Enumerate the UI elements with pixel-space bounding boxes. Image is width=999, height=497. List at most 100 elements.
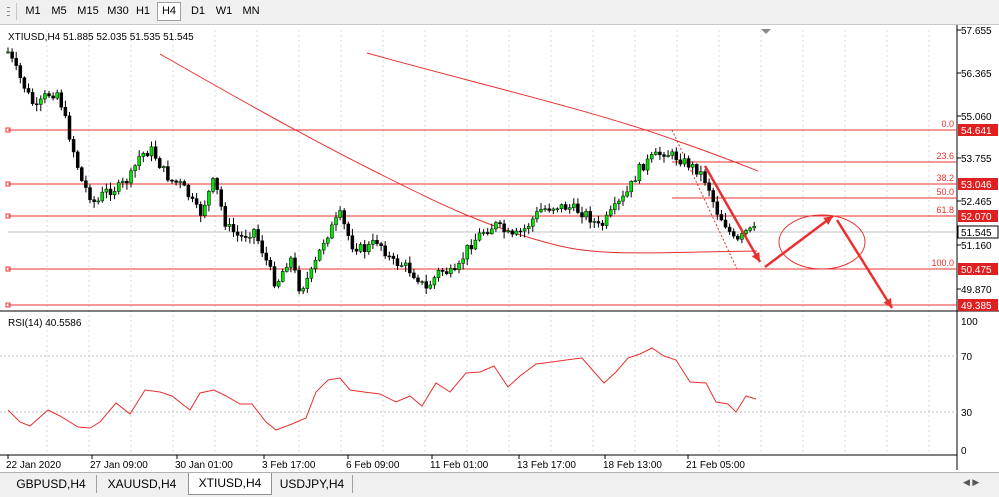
candle-body (477, 232, 482, 241)
price-tick-label: 55.060 (961, 112, 992, 123)
price-tick-label: 56.365 (961, 69, 992, 80)
candle-body (608, 209, 613, 216)
rsi-tick-label: 100 (961, 317, 978, 328)
candle-body (231, 224, 236, 233)
candle-body (584, 211, 588, 218)
candle-body (194, 198, 199, 205)
candle-body (6, 51, 10, 54)
candle-body (440, 269, 445, 272)
candle-body (47, 93, 51, 97)
symbol-tab-gbpusd-h4[interactable]: GBPUSD,H4 (6, 475, 97, 493)
candle-body (239, 235, 244, 237)
timeframe-button-m1[interactable]: M1 (25, 5, 41, 17)
price-tick-label: 49.870 (961, 285, 992, 296)
symbol-tab-xauusd-h4[interactable]: XAUUSD,H4 (96, 475, 189, 493)
candle-body (34, 103, 39, 106)
candle-body (215, 178, 219, 190)
candle-body (321, 242, 326, 251)
candle-body (637, 164, 642, 182)
fib-trend-line (671, 129, 738, 270)
candle-body (51, 95, 55, 99)
toolbar-grip-icon[interactable] (4, 3, 17, 20)
candle-body (572, 203, 576, 208)
candle-body (686, 158, 691, 168)
timeframe-button-mn[interactable]: MN (242, 5, 260, 17)
timeframe-button-h1[interactable]: H1 (135, 5, 151, 17)
candle-body (510, 230, 515, 235)
candle-body (71, 139, 76, 153)
candle-body (670, 151, 674, 156)
candle-body (719, 214, 724, 221)
price-tick-label: 51.160 (961, 241, 992, 252)
candle-body (26, 88, 31, 93)
candle-body (621, 195, 625, 202)
timeframe-button-d1[interactable]: D1 (190, 5, 206, 17)
candle-body (22, 77, 27, 89)
fib-level-label: 100.0 (931, 258, 954, 268)
candle-body (14, 58, 18, 66)
moving-average-fast (159, 53, 758, 254)
candle-body (711, 190, 715, 203)
tab-scroll-arrows-icon[interactable]: ◀ ▶ (963, 477, 980, 487)
candle-body (490, 228, 494, 234)
candle-body (707, 182, 711, 191)
candle-body (494, 222, 498, 230)
candle-body (457, 263, 461, 270)
timeframe-button-m30[interactable]: M30 (107, 5, 129, 17)
fib-anchor-icon (5, 266, 11, 272)
candle-body (186, 184, 191, 198)
fib-price-badge (958, 178, 998, 190)
price-tick-label: 57.655 (961, 26, 992, 37)
candle-body (715, 201, 720, 215)
candle-body (444, 271, 449, 274)
candle-body (198, 204, 203, 216)
time-tick-label: 13 Feb 17:00 (517, 460, 576, 471)
candle-body (695, 164, 699, 175)
candle-body (223, 206, 228, 227)
timeframe-button-m15[interactable]: M15 (77, 5, 99, 17)
candle-body (67, 115, 72, 140)
candle-body (256, 229, 260, 242)
candle-body (137, 156, 141, 166)
fib-price-label: 50.475 (961, 265, 992, 276)
fib-price-label: 53.046 (961, 180, 992, 191)
candle-body (531, 218, 535, 227)
candle-body (350, 235, 355, 250)
candle-body (416, 277, 420, 283)
candle-body (682, 158, 687, 165)
candle-body (514, 230, 519, 235)
candle-body (330, 224, 334, 239)
candle-body (174, 180, 178, 183)
support-price-label: 49.385 (961, 301, 992, 312)
candle-body (75, 151, 80, 168)
candle-body (592, 221, 597, 223)
candle-body (367, 244, 371, 252)
symbol-tab-xtiusd-h4[interactable]: XTIUSD,H4 (188, 473, 272, 495)
candle-body (342, 210, 346, 225)
candle-body (432, 277, 437, 286)
candle-body (203, 204, 207, 216)
candle-body (408, 262, 412, 274)
candle-body (92, 199, 96, 203)
candle-body (80, 167, 84, 182)
symbol-tab-usdjpy-h4[interactable]: USDJPY,H4 (272, 475, 353, 493)
candle-body (358, 244, 363, 252)
timeframe-button-m5[interactable]: M5 (51, 5, 67, 17)
price-chart[interactable]: 57.655 56.365 55.060 53.755 52.465 51.160 49.8… (0, 24, 999, 472)
candle-body (588, 211, 592, 223)
candle-body (658, 151, 662, 155)
fib-price-badge (958, 124, 998, 136)
candle-body (289, 257, 293, 268)
candle-body (264, 252, 269, 261)
candle-body (10, 51, 14, 59)
candle-body (170, 179, 174, 182)
fib-level-label: 50.0 (936, 187, 954, 197)
target-zone-ellipse (778, 214, 866, 270)
candle-body (723, 219, 728, 228)
timeframe-button-h4[interactable]: H4 (157, 2, 181, 21)
timeframe-button-w1[interactable]: W1 (215, 5, 233, 17)
candle-body (469, 245, 474, 250)
candle-body (162, 166, 166, 168)
candle-body (752, 226, 756, 229)
candle-body (334, 217, 338, 226)
